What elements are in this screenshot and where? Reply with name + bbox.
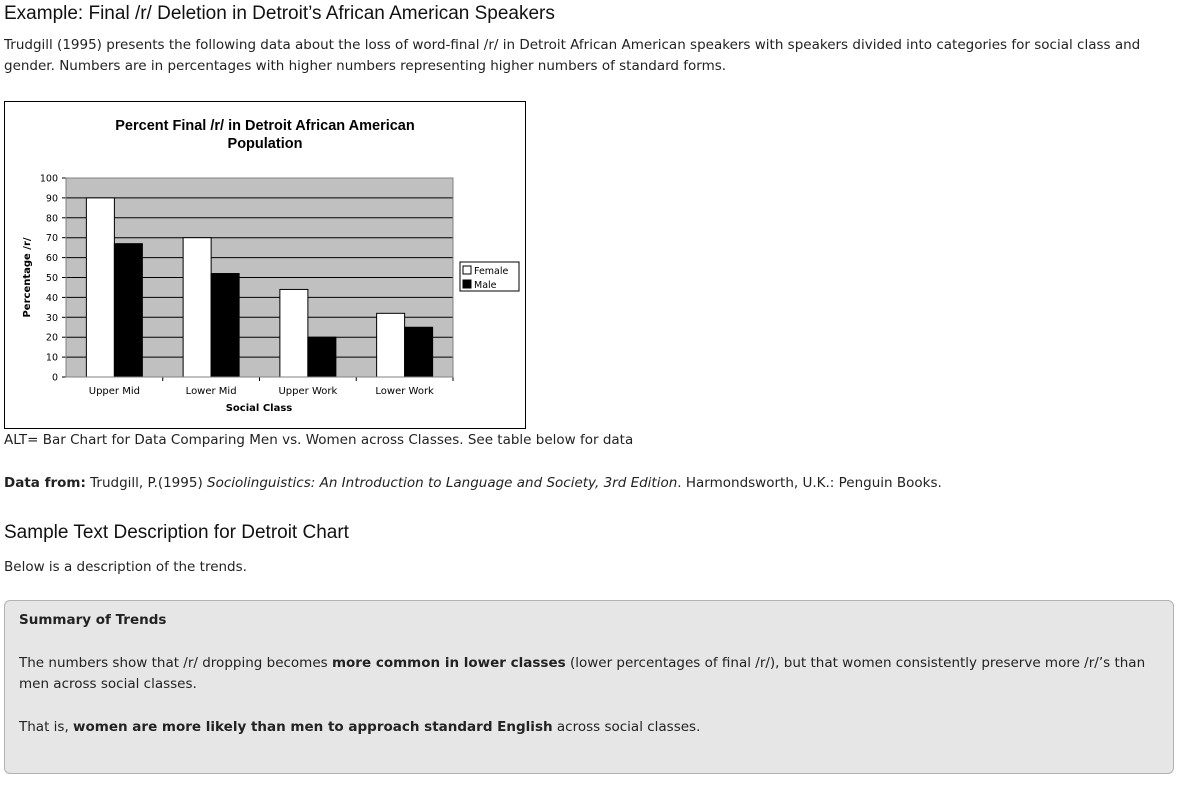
- bar-male: [307, 336, 337, 378]
- source-label: Data from:: [4, 475, 86, 491]
- bar-female: [279, 288, 309, 378]
- summary-title: Summary of Trends: [19, 612, 167, 628]
- y-tick-label: 40: [46, 293, 58, 304]
- source-publisher: . Harmondsworth, U.K.: Penguin Books.: [677, 475, 942, 491]
- summary-paragraph-1: The numbers show that /r/ dropping becom…: [19, 653, 1159, 695]
- source-author: Trudgill, P.(1995): [90, 475, 203, 491]
- summary-p1-a: The numbers show that /r/ dropping becom…: [19, 655, 332, 671]
- y-tick-label: 100: [40, 174, 58, 185]
- y-tick-label: 30: [46, 313, 58, 324]
- sample-heading: Sample Text Description for Detroit Char…: [4, 522, 349, 543]
- bar-female: [182, 237, 212, 378]
- y-tick-label: 50: [46, 273, 58, 284]
- plot-border: [65, 177, 454, 378]
- x-tick-label: Lower Work: [375, 386, 434, 397]
- summary-p1-c: (lower percentages of final /r/), but th…: [19, 655, 1146, 692]
- chart-title-line: Percent Final /r/ in Detroit African Ame…: [115, 118, 414, 134]
- y-tick-label: 80: [46, 213, 58, 224]
- source-citation: Data from: Trudgill, P.(1995) Sociolingu…: [4, 473, 942, 494]
- y-tick-label: 70: [46, 233, 58, 244]
- bar-male: [404, 326, 434, 378]
- chart-title-line: Population: [228, 136, 303, 152]
- y-tick-label: 20: [46, 333, 58, 344]
- summary-paragraph-2: That is, women are more likely than men …: [19, 717, 700, 738]
- bar-female: [85, 197, 115, 378]
- summary-p2-b: women are more likely than men to approa…: [73, 719, 553, 735]
- x-tick-label: Upper Mid: [89, 386, 140, 397]
- y-axis-label: Percentage /r/: [22, 237, 33, 317]
- bar-female: [376, 312, 406, 378]
- legend-label: Female: [474, 266, 509, 277]
- y-tick-label: 0: [52, 373, 58, 384]
- y-tick-label: 10: [46, 353, 58, 364]
- y-tick-label: 90: [46, 193, 58, 204]
- bar-chart: Percent Final /r/ in Detroit African Ame…: [22, 118, 520, 414]
- summary-p2-a: That is,: [19, 719, 74, 735]
- x-tick-label: Lower Mid: [186, 386, 237, 397]
- intro-paragraph: Trudgill (1995) presents the following d…: [4, 37, 1141, 74]
- summary-box: Summary of Trends The numbers show that …: [4, 600, 1174, 774]
- alt-text: ALT= Bar Chart for Data Comparing Men vs…: [4, 432, 634, 448]
- x-axis-label: Social Class: [226, 403, 293, 414]
- page-heading: Example: Final /r/ Deletion in Detroit’s…: [4, 3, 555, 24]
- bar-male: [113, 243, 143, 378]
- legend-swatch-female: [462, 265, 472, 275]
- legend-swatch-male: [462, 279, 472, 289]
- bar-male: [210, 273, 240, 378]
- source-title: Sociolinguistics: An Introduction to Lan…: [207, 475, 678, 491]
- legend-label: Male: [474, 280, 497, 291]
- summary-p2-c: across social classes.: [552, 719, 701, 735]
- chart-container: Percent Final /r/ in Detroit African Ame…: [4, 101, 526, 429]
- description-text: Below is a description of the trends.: [4, 559, 247, 575]
- y-tick-label: 60: [46, 253, 58, 264]
- x-tick-label: Upper Work: [278, 386, 337, 397]
- summary-p1-b: more common in lower classes: [331, 655, 566, 671]
